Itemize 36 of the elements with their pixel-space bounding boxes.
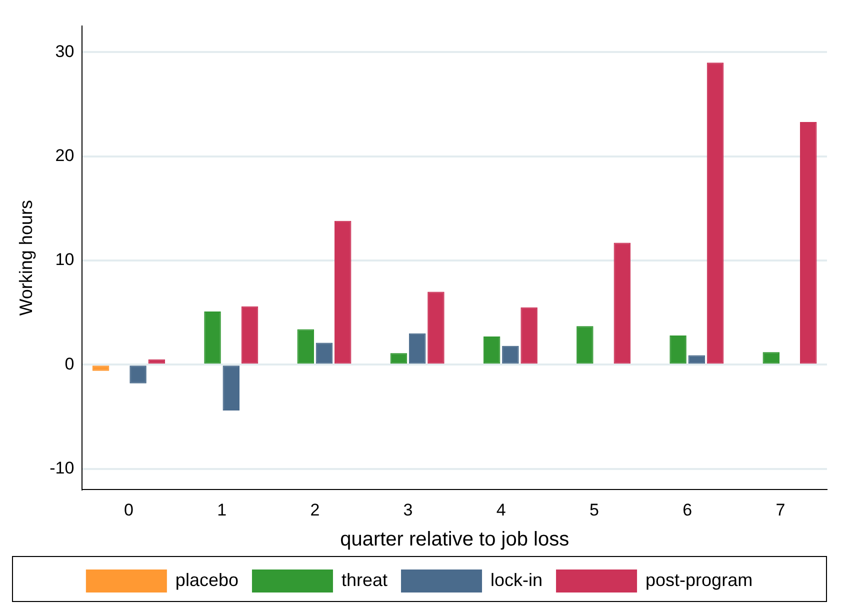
x-tick-label: 0 [124, 500, 134, 520]
bar [483, 336, 500, 364]
bar [297, 329, 314, 364]
bar [241, 306, 258, 364]
x-tick-label: 6 [682, 500, 692, 520]
y-tick-label: 0 [64, 354, 74, 374]
legend-label: lock-in [490, 570, 543, 590]
legend-label: threat [341, 570, 388, 590]
legend-label: placebo [175, 570, 238, 590]
legend-label: post-program [646, 570, 753, 590]
bar [204, 312, 221, 364]
bar [316, 342, 333, 364]
bar [670, 335, 686, 364]
x-tick-label: 2 [310, 500, 320, 520]
bar [800, 122, 817, 364]
y-tick-label: 20 [55, 146, 74, 166]
x-tick-label: 7 [776, 500, 786, 520]
x-axis-title: quarter relative to job loss [340, 528, 570, 551]
bar [688, 355, 706, 364]
y-tick-label: 10 [55, 250, 74, 270]
y-axis-title: Working hours [16, 200, 36, 316]
bar [428, 292, 444, 364]
bar [222, 366, 240, 410]
y-tick-label: -10 [50, 458, 74, 478]
x-tick-label: 1 [217, 500, 227, 520]
bar [520, 307, 538, 364]
y-tick-label: 30 [55, 42, 74, 61]
x-tick-label: 3 [403, 500, 413, 520]
bar [576, 326, 594, 364]
bar [408, 333, 426, 364]
bar [706, 62, 724, 364]
bar [614, 242, 631, 364]
x-tick-label: 4 [496, 500, 506, 520]
x-tick-label: 5 [590, 500, 599, 520]
bar [92, 366, 110, 371]
bar [334, 220, 352, 364]
